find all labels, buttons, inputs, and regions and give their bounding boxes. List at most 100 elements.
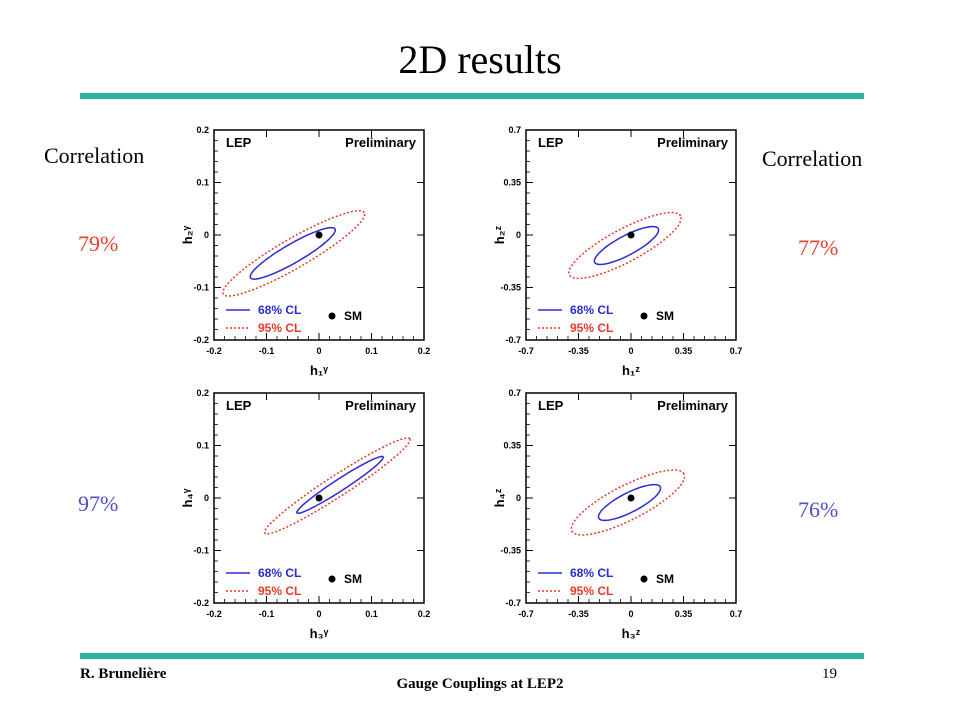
x-tick-label: 0.2 [418, 609, 431, 619]
y-tick-label: 0 [204, 493, 209, 503]
page-number: 19 [822, 666, 837, 682]
x-tick-label: 0 [316, 609, 321, 619]
footer-title: Gauge Couplings at LEP2 [396, 676, 564, 692]
legend-label-68cl: 68% CL [258, 303, 301, 317]
preliminary-label: Preliminary [657, 398, 729, 413]
y-tick-label: -0.7 [505, 598, 521, 608]
legend-label-95cl: 95% CL [570, 584, 613, 598]
x-tick-label: 0 [628, 609, 633, 619]
legend-label-95cl: 95% CL [258, 321, 301, 335]
sm-point [627, 494, 635, 502]
correlation-label-left: Correlation [44, 143, 145, 168]
chart-h1z-h2z: -0.7 -0.35 0 0.35 0.7 -0.7 -0.35 0 0.35 0.7 h₁ᶻ h₂ᶻ… [492, 125, 743, 378]
x-tick-label: -0.2 [206, 346, 222, 356]
y-tick-label: 0.1 [196, 441, 209, 451]
x-tick-label: 0 [316, 346, 321, 356]
y-tick-label: 0.35 [503, 178, 521, 188]
x-tick-label: 0.7 [730, 346, 743, 356]
y-tick-label: 0.1 [196, 178, 209, 188]
slide-title: 2D results [398, 37, 562, 82]
legend-label-sm: SM [656, 309, 674, 323]
x-tick-label: 0.35 [675, 609, 693, 619]
y-tick-label: 0.35 [503, 441, 521, 451]
y-tick-label: 0.2 [196, 388, 209, 398]
contour-95cl [570, 469, 686, 536]
contour-68cl [597, 483, 662, 522]
y-axis-title: h₂ᶻ [492, 225, 507, 244]
chart-h3z-h4z: -0.7 -0.35 0 0.35 0.7 -0.7 -0.35 0 0.35 0.7 h₃ᶻ h₄ᶻ… [492, 388, 743, 641]
contour-68cl [295, 455, 385, 515]
x-tick-label: -0.1 [259, 346, 275, 356]
x-tick-label: -0.1 [259, 609, 275, 619]
preliminary-label: Preliminary [345, 135, 417, 150]
y-tick-label: -0.7 [505, 335, 521, 345]
chart-h3gamma-h4gamma: -0.2 -0.1 0 0.1 0.2 -0.2 -0.1 0 0.1 0.2 h₃ᵞ h₄ᵞ LEP P… [180, 388, 431, 641]
lep-label: LEP [538, 135, 564, 150]
sm-point [315, 494, 323, 502]
y-tick-label: 0.2 [196, 125, 209, 135]
x-axis-title: h₃ᵞ [310, 626, 329, 641]
contour-68cl [593, 225, 660, 266]
correlation-value-bottom-right: 76% [798, 497, 839, 522]
x-axis-title: h₃ᶻ [622, 626, 641, 641]
contour-95cl [263, 437, 411, 535]
legend-label-95cl: 95% CL [570, 321, 613, 335]
legend-swatch-sm [640, 575, 648, 583]
legend-label-sm: SM [656, 572, 674, 586]
legend-swatch-sm [640, 312, 648, 320]
x-tick-label: 0.35 [675, 346, 693, 356]
y-axis-title: h₄ᶻ [492, 488, 507, 507]
preliminary-label: Preliminary [657, 135, 729, 150]
sm-point [627, 231, 635, 239]
legend-label-95cl: 95% CL [258, 584, 301, 598]
y-tick-label: 0.7 [508, 388, 521, 398]
legend-label-sm: SM [344, 572, 362, 586]
contour-95cl [222, 210, 366, 297]
legend-swatch-sm [328, 312, 336, 320]
sm-point [315, 231, 323, 239]
x-tick-label: 0.7 [730, 609, 743, 619]
legend-label-68cl: 68% CL [258, 566, 301, 580]
x-axis-title: h₁ᵞ [310, 363, 328, 378]
legend-label-68cl: 68% CL [570, 303, 613, 317]
lep-label: LEP [538, 398, 564, 413]
x-tick-label: -0.7 [518, 346, 534, 356]
y-tick-label: -0.35 [500, 546, 521, 556]
y-tick-label: -0.1 [193, 283, 209, 293]
y-tick-label: -0.2 [193, 335, 209, 345]
correlation-value-top-left: 79% [78, 231, 119, 256]
y-tick-label: -0.1 [193, 546, 209, 556]
correlation-value-bottom-left: 97% [78, 491, 119, 516]
lep-label: LEP [226, 135, 252, 150]
y-tick-label: -0.2 [193, 598, 209, 608]
y-tick-label: -0.35 [500, 283, 521, 293]
preliminary-label: Preliminary [345, 398, 417, 413]
legend-label-68cl: 68% CL [570, 566, 613, 580]
chart-h1gamma-h2gamma: -0.2 -0.1 0 0.1 0.2 -0.2 -0.1 0 0.1 0.2 h₁ᵞ h₂ᵞ LEP P… [180, 125, 431, 378]
legend-swatch-sm [328, 575, 336, 583]
x-tick-label: -0.7 [518, 609, 534, 619]
y-tick-label: 0 [204, 230, 209, 240]
contour-95cl [568, 211, 682, 280]
footer-author: R. Brunelière [80, 666, 167, 682]
y-tick-label: 0 [516, 493, 521, 503]
legend-label-sm: SM [344, 309, 362, 323]
x-axis-title: h₁ᶻ [622, 363, 640, 378]
y-axis-title: h₄ᵞ [180, 488, 195, 507]
x-tick-label: 0.2 [418, 346, 431, 356]
y-tick-label: 0 [516, 230, 521, 240]
contour-68cl [249, 226, 337, 280]
x-tick-label: 0.1 [365, 346, 378, 356]
x-tick-label: 0 [628, 346, 633, 356]
y-axis-title: h₂ᵞ [180, 226, 195, 245]
x-tick-label: -0.35 [568, 609, 589, 619]
x-tick-label: -0.2 [206, 609, 222, 619]
title-divider [80, 93, 864, 99]
correlation-value-top-right: 77% [798, 235, 839, 260]
lep-label: LEP [226, 398, 252, 413]
correlation-label-right: Correlation [762, 146, 863, 171]
y-tick-label: 0.7 [508, 125, 521, 135]
x-tick-label: 0.1 [365, 609, 378, 619]
x-tick-label: -0.35 [568, 346, 589, 356]
footer-divider [80, 653, 864, 659]
